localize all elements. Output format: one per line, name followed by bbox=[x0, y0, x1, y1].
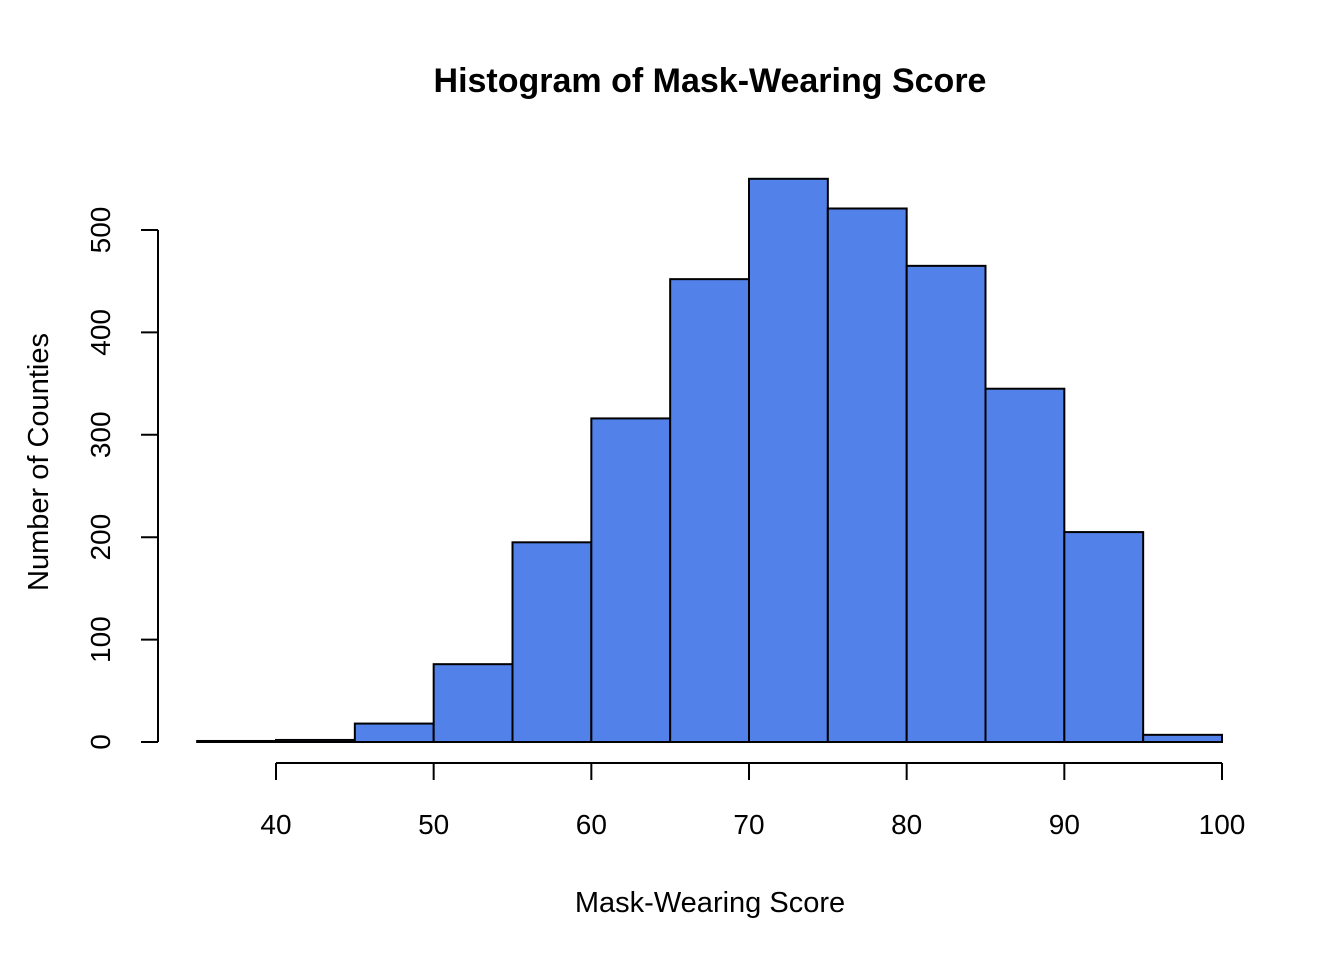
y-tick-label: 0 bbox=[85, 734, 116, 750]
histogram-bar-7 bbox=[748, 177, 829, 744]
histogram-bar-4 bbox=[511, 541, 593, 743]
histogram-bar-0 bbox=[196, 739, 278, 744]
y-tick-label: 400 bbox=[85, 309, 116, 356]
histogram-bar-3 bbox=[432, 663, 514, 744]
x-tick-label: 60 bbox=[576, 809, 607, 840]
y-axis-label: Number of Counties bbox=[23, 333, 55, 591]
y-tick-label: 300 bbox=[85, 411, 116, 458]
x-tick-label: 100 bbox=[1199, 809, 1246, 840]
y-tick-label: 200 bbox=[85, 514, 116, 561]
x-tick-label: 40 bbox=[260, 809, 291, 840]
x-tick-label: 50 bbox=[418, 809, 449, 840]
x-tick-label: 80 bbox=[891, 809, 922, 840]
x-tick-label: 90 bbox=[1049, 809, 1080, 840]
x-axis-label: Mask-Wearing Score bbox=[575, 887, 845, 919]
y-axis: 0 100 200 300 400 500 bbox=[85, 207, 159, 750]
histogram-bar-10 bbox=[984, 387, 1066, 743]
histogram-bar-1 bbox=[275, 738, 356, 744]
histogram-bar-9 bbox=[905, 264, 987, 743]
histogram-bar-11 bbox=[1063, 531, 1145, 744]
y-tick-label: 100 bbox=[85, 616, 116, 663]
histogram-bar-8 bbox=[826, 207, 908, 744]
histogram-bar-5 bbox=[590, 417, 672, 743]
histogram-bar-6 bbox=[669, 278, 751, 743]
bars-group bbox=[196, 177, 1223, 744]
histogram-bar-2 bbox=[353, 722, 435, 743]
chart-title: Histogram of Mask-Wearing Score bbox=[434, 62, 987, 100]
x-tick-label: 70 bbox=[733, 809, 764, 840]
y-tick-label: 500 bbox=[85, 207, 116, 254]
histogram-bar-12 bbox=[1142, 733, 1223, 743]
x-axis: 40 50 60 70 80 90 100 bbox=[260, 762, 1246, 840]
